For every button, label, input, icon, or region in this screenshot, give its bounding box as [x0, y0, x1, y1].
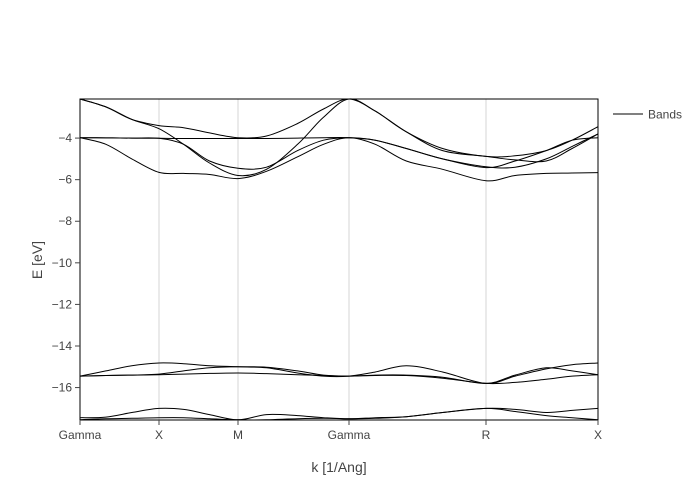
- band-line: [79, 137, 599, 170]
- band-lines: [79, 98, 599, 421]
- y-tick-label: −12: [52, 297, 73, 311]
- x-tick-label: X: [594, 428, 602, 442]
- x-tick-label: Gamma: [59, 428, 102, 442]
- band-line: [79, 362, 599, 384]
- band-line: [79, 372, 599, 385]
- band-line: [79, 98, 599, 158]
- y-tick-label: −16: [52, 381, 73, 395]
- y-tick-label: −10: [52, 256, 73, 270]
- legend[interactable]: Bands: [613, 108, 682, 122]
- y-tick-label: −4: [58, 131, 72, 145]
- x-axis-ticks: Gamma X M Gamma R X: [59, 420, 602, 442]
- band-line: [79, 98, 599, 177]
- band-line: [79, 407, 599, 421]
- y-tick-label: −6: [58, 173, 72, 187]
- x-tick-label: X: [155, 428, 163, 442]
- y-tick-label: −8: [58, 214, 72, 228]
- y-tick-label: −14: [52, 339, 73, 353]
- x-axis-title: k [1/Ang]: [311, 459, 366, 475]
- x-tick-label: Gamma: [328, 428, 371, 442]
- x-tick-label: R: [482, 428, 491, 442]
- band-line: [79, 407, 599, 421]
- y-axis-ticks: −4 −6 −8 −10 −12 −14 −16: [52, 131, 80, 395]
- legend-label: Bands: [648, 108, 682, 122]
- band-line: [79, 137, 599, 182]
- y-axis-title: E [eV]: [29, 241, 45, 279]
- plot-frame: [79, 98, 599, 421]
- x-tick-label: M: [233, 428, 243, 442]
- x-gridlines: [158, 99, 487, 420]
